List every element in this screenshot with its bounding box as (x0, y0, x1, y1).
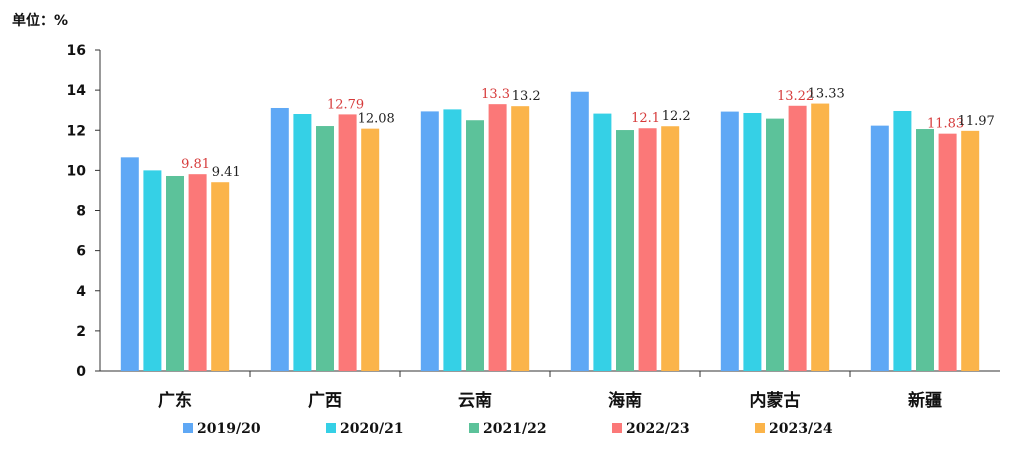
y-tick-label: 0 (76, 364, 86, 380)
data-label: 12.08 (358, 112, 395, 127)
y-tick-label: 10 (67, 163, 87, 179)
bar-2020-21 (443, 109, 462, 371)
bar-2019-20 (420, 111, 439, 372)
bar-2023-24 (361, 128, 380, 371)
y-tick-label: 2 (76, 324, 86, 340)
legend-label: 2022/23 (626, 421, 690, 437)
legend-swatch (612, 423, 622, 433)
y-tick-label: 14 (67, 83, 87, 99)
data-label: 13.22 (777, 89, 814, 104)
data-label: 13.2 (512, 89, 541, 104)
unit-label: 单位：% (12, 13, 69, 29)
bar-2019-20 (870, 125, 889, 372)
data-label: 13.3 (481, 87, 510, 102)
bar-2019-20 (120, 157, 139, 371)
bar-2021-22 (316, 126, 334, 372)
bar-2023-24 (811, 103, 830, 372)
bar-2020-21 (293, 113, 312, 371)
y-tick-label: 8 (76, 204, 86, 220)
x-tick-label: 新疆 (908, 390, 942, 411)
legend-label: 2023/24 (769, 421, 833, 437)
data-label: 11.83 (927, 117, 964, 132)
x-tick-label: 云南 (458, 390, 492, 411)
bar-2020-21 (893, 110, 912, 372)
bar-2019-20 (720, 111, 739, 372)
y-tick-label: 6 (76, 244, 86, 260)
y-tick-label: 16 (67, 43, 86, 59)
bar-2021-22 (616, 130, 634, 371)
bar-2021-22 (916, 129, 934, 371)
bar-2022-23 (188, 174, 207, 371)
bar-2021-22 (466, 120, 484, 371)
bar-2022-23 (638, 128, 657, 371)
data-label: 9.81 (181, 157, 210, 172)
bar-2020-21 (593, 113, 612, 372)
bar-2019-20 (570, 91, 589, 371)
x-tick-label: 海南 (608, 390, 642, 411)
data-label: 12.2 (662, 109, 691, 124)
x-tick-label: 广西 (308, 390, 342, 411)
data-label: 9.41 (212, 165, 241, 180)
bar-2022-23 (488, 104, 507, 371)
x-tick-label: 广东 (158, 390, 192, 411)
x-tick-label: 内蒙古 (750, 390, 801, 411)
y-tick-label: 12 (67, 123, 86, 139)
bar-2021-22 (766, 118, 784, 372)
legend-swatch (326, 423, 336, 433)
bar-2019-20 (270, 107, 289, 371)
legend-label: 2021/22 (483, 421, 547, 437)
bar-2023-24 (661, 126, 680, 371)
data-label: 13.33 (808, 87, 845, 102)
data-label: 12.1 (631, 111, 660, 126)
data-label: 11.97 (958, 114, 995, 129)
legend-label: 2020/21 (340, 421, 404, 437)
bar-2023-24 (511, 106, 530, 372)
bar-2023-24 (961, 130, 980, 371)
bar-2020-21 (143, 170, 162, 371)
legend-swatch (755, 423, 765, 433)
bar-2022-23 (938, 133, 957, 371)
bar-2020-21 (743, 112, 762, 371)
bar-2022-23 (338, 114, 357, 371)
bar-2023-24 (211, 182, 230, 371)
bar-2022-23 (788, 105, 807, 372)
y-tick-label: 4 (76, 284, 86, 300)
bar-2021-22 (166, 175, 184, 371)
legend-label: 2019/20 (197, 421, 261, 437)
legend-swatch (183, 423, 193, 433)
data-label: 12.79 (327, 97, 364, 112)
legend-swatch (469, 423, 479, 433)
